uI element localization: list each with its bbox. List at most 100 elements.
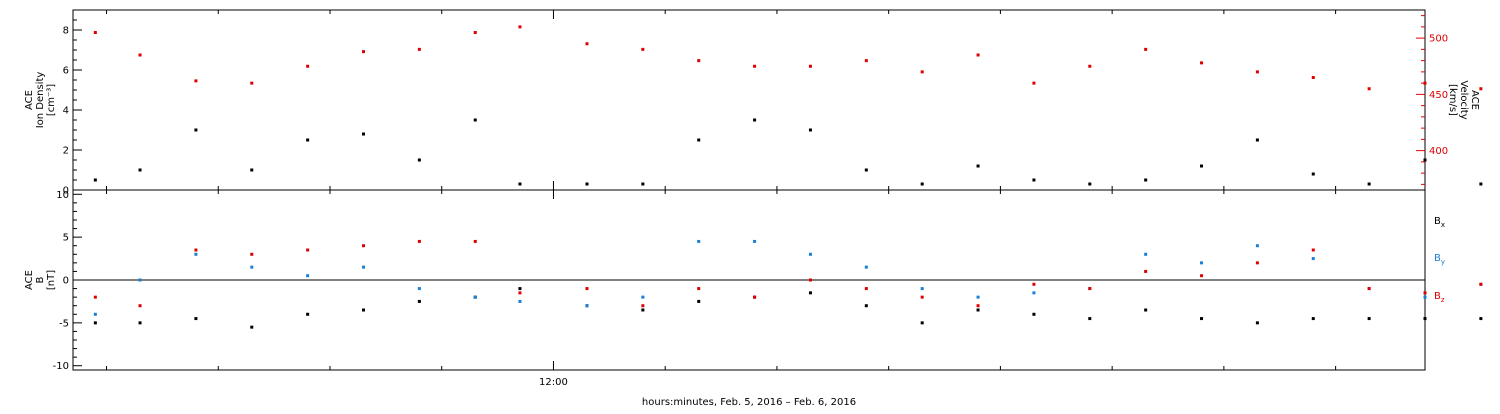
legend-by-label: B [1434, 253, 1441, 264]
data-point [362, 308, 366, 312]
data-point [138, 168, 142, 172]
top-right-tick-label: 500 [1429, 34, 1448, 45]
bottom-tick-label: -10 [53, 361, 69, 372]
data-point [1311, 76, 1315, 79]
data-point [1311, 172, 1315, 176]
top-left-axis-label-line3: [cm⁻³] [46, 84, 57, 116]
legend-bx-subscript: x [1441, 221, 1445, 229]
data-point [1144, 252, 1148, 256]
data-point [93, 178, 97, 182]
data-point [417, 299, 421, 303]
data-point [1423, 81, 1427, 85]
data-point [518, 182, 522, 186]
top-left-tick-label: 8 [63, 26, 69, 37]
data-point [1032, 81, 1036, 85]
top-right-tick-label: 450 [1429, 90, 1448, 101]
data-point [473, 118, 477, 122]
data-point [864, 287, 868, 291]
data-point [194, 252, 198, 256]
data-point [1255, 321, 1259, 325]
legend-bz-label: B [1434, 291, 1441, 302]
data-point [362, 50, 366, 54]
top-left-tick-label: 0 [63, 186, 69, 197]
data-point [976, 164, 980, 168]
data-point [1255, 244, 1259, 248]
top-right-axis-label-line3: [km/s] [1447, 84, 1458, 116]
legend-by: By [1434, 253, 1445, 266]
data-point [1144, 178, 1148, 182]
bottom-panel-points [93, 239, 1483, 329]
data-point [1311, 317, 1315, 321]
data-point [753, 64, 757, 68]
data-point [1367, 287, 1371, 291]
data-point [1423, 317, 1427, 321]
data-point [473, 31, 477, 34]
bottom-axis-label: ACE B [nT] [24, 270, 57, 290]
data-point [753, 118, 757, 122]
data-point [697, 299, 701, 303]
data-point [1200, 164, 1204, 168]
legend-bz: Bz [1434, 291, 1445, 304]
data-point [1423, 291, 1427, 295]
data-point [473, 295, 477, 299]
data-point [138, 321, 142, 325]
data-point [1367, 87, 1371, 91]
data-point [518, 299, 522, 303]
data-point [1311, 248, 1315, 252]
data-point [518, 287, 522, 291]
data-point [1032, 178, 1036, 182]
data-point [138, 304, 142, 308]
data-point [1200, 261, 1204, 265]
data-point [1255, 138, 1259, 142]
data-point [864, 168, 868, 172]
data-point [417, 287, 421, 291]
top-right-tick-label: 400 [1429, 146, 1448, 157]
data-point [1479, 317, 1483, 321]
data-point [93, 31, 97, 34]
data-point [1088, 287, 1092, 291]
data-point [808, 252, 812, 256]
data-point [250, 252, 254, 256]
bottom-tick-label: 5 [63, 233, 69, 244]
bottom-tick-label: 10 [56, 190, 69, 201]
data-point [1479, 87, 1483, 91]
data-point [306, 248, 310, 252]
data-point [976, 53, 980, 57]
data-point [1088, 317, 1092, 321]
data-point [362, 265, 366, 269]
data-point [1255, 261, 1259, 265]
data-point [1088, 64, 1092, 68]
data-point [1032, 291, 1036, 295]
data-point [920, 182, 924, 186]
data-point [250, 168, 254, 172]
top-left-tick-label: 6 [63, 66, 69, 77]
data-point [585, 42, 589, 46]
data-point [194, 317, 198, 321]
data-point [1367, 317, 1371, 321]
data-point [306, 274, 310, 278]
data-point [864, 304, 868, 308]
bottom-axis-label-line1: ACE [24, 270, 35, 290]
legend-bx-label: B [1434, 216, 1441, 227]
legend-bx: Bx [1434, 216, 1445, 229]
data-point [976, 295, 980, 299]
bottom-tick-label: -5 [59, 318, 69, 329]
data-point [93, 321, 97, 325]
data-point [1032, 312, 1036, 316]
top-left-axis-label: ACE Ion Density [cm⁻³] [24, 72, 57, 129]
data-point [697, 138, 701, 142]
data-point [920, 287, 924, 291]
data-point [1255, 70, 1259, 74]
data-point [362, 244, 366, 248]
data-point [194, 248, 198, 252]
data-point [753, 239, 757, 243]
top-panel-points [93, 25, 1483, 186]
top-right-axis-label: ACE Velocity [km/s] [1447, 80, 1480, 119]
data-point [1032, 282, 1036, 286]
legend-by-subscript: y [1441, 258, 1445, 266]
data-point [1479, 282, 1483, 286]
data-point [920, 321, 924, 325]
data-point [641, 308, 645, 312]
